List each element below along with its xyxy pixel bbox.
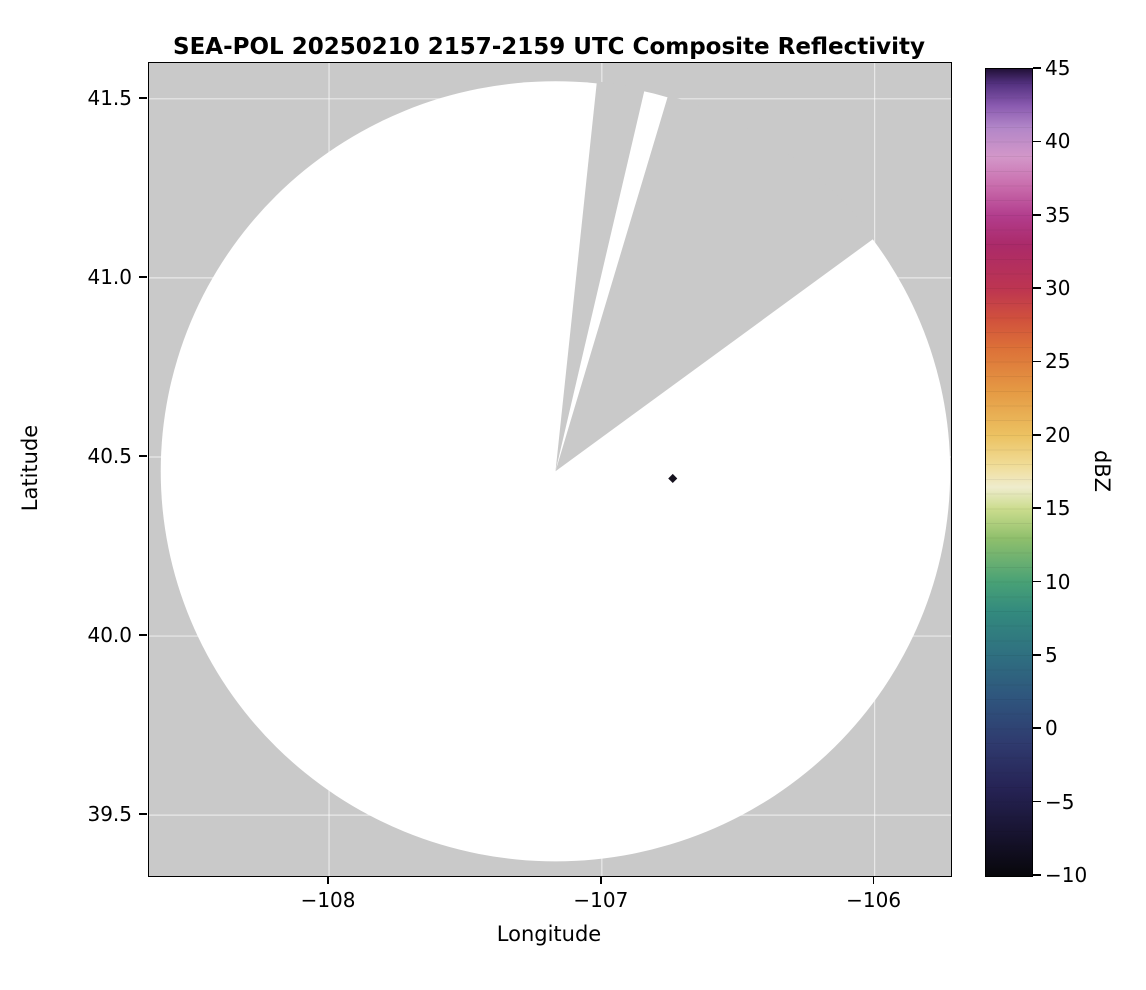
colorbar-tick-mark: [1033, 727, 1041, 730]
colorbar-tick-mark: [1033, 874, 1041, 876]
colorbar-tick-label: 35: [1045, 202, 1071, 227]
colorbar-tick-label: 0: [1045, 716, 1058, 741]
colorbar-tick-mark: [1033, 507, 1041, 509]
colorbar-tick-mark: [1033, 360, 1041, 363]
colorbar-tick-mark: [1033, 213, 1041, 216]
y-tick-mark: [139, 276, 147, 278]
y-tick-label: 41.0: [87, 264, 132, 289]
colorbar-tick-mark: [1033, 140, 1041, 143]
y-tick-mark: [139, 634, 147, 636]
colorbar-tick-label: 15: [1045, 496, 1071, 521]
colorbar-gradient: [985, 68, 1033, 877]
colorbar-tick-label: −5: [1045, 789, 1075, 814]
x-tick-label: −106: [846, 888, 902, 912]
colorbar-tick-label: 45: [1045, 56, 1071, 80]
x-tick-label: −107: [573, 888, 629, 912]
colorbar-label: dBZ: [1090, 449, 1114, 493]
colorbar-tick-label: 25: [1045, 349, 1071, 374]
blocked-sector-wedge: [555, 81, 645, 472]
y-axis-label: Latitude: [18, 424, 42, 512]
y-tick-label: 41.5: [87, 85, 132, 110]
colorbar-tick-label: 40: [1045, 129, 1071, 154]
blocked-sector-wedge: [555, 95, 875, 472]
radar-coverage-plot: [149, 63, 951, 876]
colorbar-tick-mark: [1033, 800, 1041, 803]
chart-title: SEA-POL 20250210 2157-2159 UTC Composite…: [173, 34, 925, 60]
x-tick-mark: [872, 876, 875, 884]
colorbar-tick-mark: [1033, 654, 1041, 656]
y-tick-mark: [139, 455, 147, 457]
y-tick-mark: [139, 97, 147, 99]
y-tick-mark: [139, 813, 147, 815]
colorbar-tick-mark: [1033, 287, 1041, 289]
reflectivity-echo: [668, 473, 678, 483]
x-tick-mark: [327, 876, 329, 884]
x-tick-label: −108: [300, 888, 356, 912]
colorbar-tick-mark: [1033, 434, 1041, 436]
plot-area: [148, 62, 952, 877]
colorbar-tick-label: 30: [1045, 276, 1071, 301]
colorbar-tick-label: 5: [1045, 642, 1058, 667]
y-tick-label: 40.5: [87, 443, 132, 468]
colorbar-tick-label: 20: [1045, 422, 1071, 447]
colorbar-tick-label: −10: [1045, 863, 1088, 887]
y-tick-label: 40.0: [87, 623, 132, 648]
colorbar-tick-label: 10: [1045, 569, 1071, 594]
colorbar-tick-mark: [1033, 67, 1041, 69]
x-tick-mark: [600, 876, 602, 884]
y-tick-label: 39.5: [87, 802, 132, 827]
colorbar-tick-mark: [1033, 580, 1041, 583]
x-axis-label: Longitude: [496, 922, 602, 946]
